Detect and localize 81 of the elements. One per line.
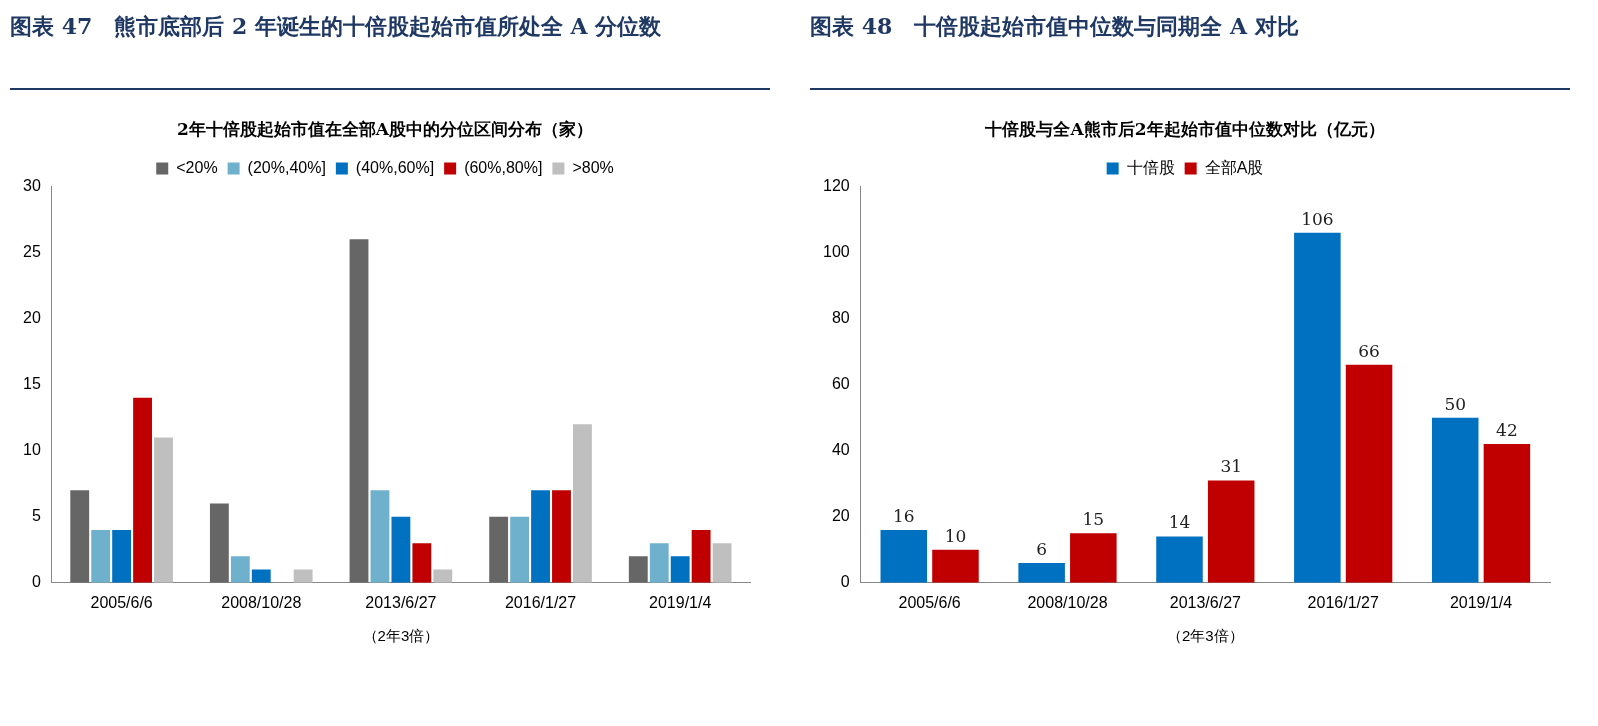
bar <box>1207 480 1255 583</box>
data-label: 42 <box>1496 419 1518 440</box>
bar <box>133 397 152 583</box>
bar <box>932 549 979 583</box>
bar <box>880 529 928 583</box>
data-label: 14 <box>1168 512 1191 533</box>
bar <box>670 556 690 583</box>
x-tick-label: 2016/1/27 <box>1307 593 1379 611</box>
legend-label: 全部A股 <box>1204 158 1264 176</box>
bar <box>1483 444 1531 583</box>
bar <box>412 543 432 583</box>
chart-title: 图表 48 十倍股起始市值中位数与同期全 A 对比 <box>810 8 1570 90</box>
x-tick-label: 2005/6/6 <box>898 593 961 611</box>
x-tick-label: 2005/6/6 <box>90 593 153 611</box>
data-label: 50 <box>1444 393 1467 414</box>
y-tick-label: 0 <box>31 573 41 591</box>
data-label: 106 <box>1301 208 1334 229</box>
data-label: 16 <box>892 505 915 526</box>
bar <box>489 516 509 583</box>
y-tick-label: 0 <box>840 573 850 591</box>
x-axis-title: （2年3倍） <box>362 627 440 645</box>
y-tick-label: 25 <box>23 242 41 260</box>
bar <box>552 490 571 583</box>
y-tick-label: 120 <box>822 176 850 194</box>
legend-label: >80% <box>572 158 614 176</box>
bar <box>112 529 132 583</box>
bar <box>209 503 229 583</box>
data-label: 15 <box>1082 509 1105 530</box>
y-tick-label: 80 <box>831 308 850 326</box>
bar <box>370 490 390 583</box>
bar <box>531 490 550 583</box>
bar <box>70 490 90 583</box>
y-tick-label: 20 <box>831 507 850 525</box>
bar <box>91 529 111 583</box>
legend-label: 十倍股 <box>1126 158 1175 176</box>
y-tick-label: 20 <box>23 308 41 326</box>
x-tick-label: 2019/1/4 <box>649 593 712 611</box>
y-tick-label: 30 <box>23 176 41 194</box>
x-axis-title: （2年3倍） <box>1167 627 1244 645</box>
bar <box>691 529 711 583</box>
bar <box>230 556 250 583</box>
data-label: 6 <box>1036 538 1048 559</box>
x-tick-label: 2013/6/27 <box>365 593 437 611</box>
data-label: 66 <box>1358 340 1380 361</box>
y-tick-label: 10 <box>23 441 41 459</box>
y-tick-label: 60 <box>831 375 850 393</box>
legend-label: (40%,60%] <box>355 158 435 176</box>
data-label: 10 <box>944 525 967 546</box>
x-tick-label: 2019/1/4 <box>1449 593 1513 611</box>
y-tick-label: 40 <box>831 441 850 459</box>
bar <box>1345 364 1393 583</box>
bar <box>433 569 453 583</box>
legend-label: (20%,40%] <box>247 158 326 176</box>
y-tick-label: 15 <box>23 375 41 393</box>
bar <box>293 569 313 583</box>
bar <box>649 543 669 583</box>
x-tick-label: 2008/10/28 <box>221 593 302 611</box>
bar <box>628 556 648 583</box>
bar <box>1018 562 1065 583</box>
chart-subtitle: 十倍股与全A熊市后2年起始市值中位数对比（亿元） <box>984 118 1385 139</box>
data-label: 31 <box>1220 456 1243 477</box>
chart-subtitle: 2年十倍股起始市值在全部A股中的分位区间分布（家） <box>176 118 594 139</box>
bar <box>712 543 732 583</box>
y-tick-label: 100 <box>822 242 850 260</box>
bar <box>573 424 592 583</box>
y-tick-label: 5 <box>31 507 41 525</box>
bar <box>349 239 369 583</box>
x-tick-label: 2016/1/27 <box>504 593 577 611</box>
bar <box>1431 417 1479 583</box>
x-tick-label: 2013/6/27 <box>1169 593 1242 611</box>
bar <box>391 516 411 583</box>
bar <box>1070 533 1117 583</box>
bar <box>251 569 271 583</box>
bar <box>154 437 173 583</box>
legend-label: (60%,80%] <box>464 158 543 176</box>
bar <box>510 516 530 583</box>
bar <box>1294 232 1341 583</box>
bar <box>1156 536 1203 583</box>
x-tick-label: 2008/10/28 <box>1027 593 1108 611</box>
legend-label: <20% <box>176 158 218 176</box>
chart-title: 图表 47 熊市底部后 2 年诞生的十倍股起始市值所处全 A 分位数 <box>10 8 770 90</box>
